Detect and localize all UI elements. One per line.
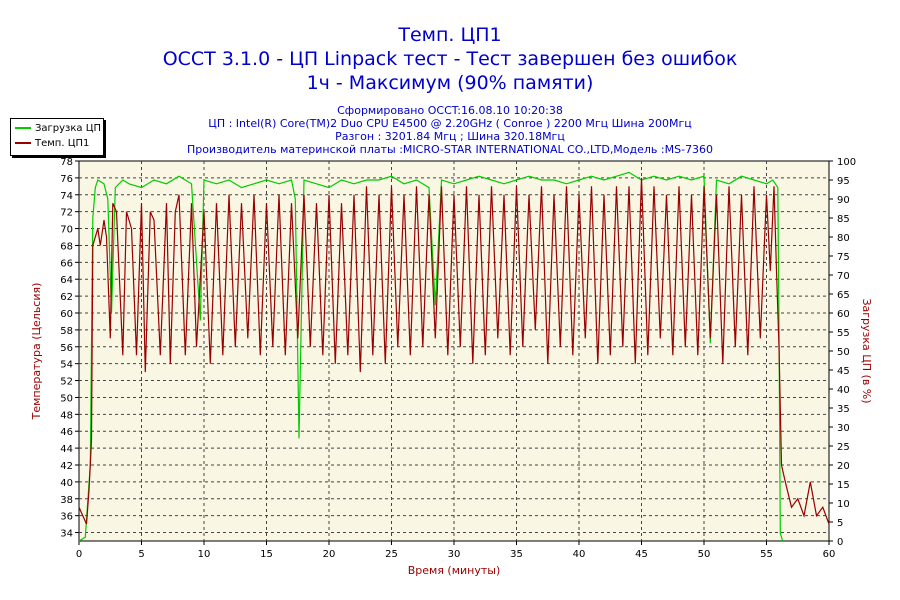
y-axis-label: Температура (Цельсия) (30, 283, 43, 421)
y-tick-label: 74 (60, 191, 73, 202)
x-tick-label: 45 (635, 549, 648, 560)
x-tick-label: 55 (760, 549, 773, 560)
y2-tick-label: 85 (837, 214, 850, 225)
y-tick-label: 60 (60, 309, 73, 320)
y-tick-label: 70 (60, 225, 73, 236)
legend: Загрузка ЦП Темп. ЦП1 (10, 118, 104, 156)
y2-tick-label: 90 (837, 195, 850, 206)
info-overclock: Разгон : 3201.84 Mгц ; Шина 320.18Mгц (335, 130, 565, 143)
y-tick-label: 58 (60, 326, 73, 337)
legend-swatch-temp (15, 142, 31, 144)
y2-tick-label: 45 (837, 366, 850, 377)
chart-subtitle-1: OCCT 3.1.0 - ЦП Linpack тест - Тест заве… (162, 48, 738, 70)
y2-tick-label: 60 (837, 309, 850, 320)
y2-tick-label: 65 (837, 290, 850, 301)
y-tick-label: 42 (60, 461, 73, 472)
y-tick-label: 64 (60, 275, 73, 286)
y-tick-label: 44 (60, 444, 73, 455)
y-tick-label: 50 (60, 393, 73, 404)
x-tick-label: 50 (698, 549, 711, 560)
y-tick-label: 34 (60, 529, 73, 540)
legend-label-load: Загрузка ЦП (35, 123, 102, 134)
series-line-temp (78, 177, 830, 525)
legend-item-load: Загрузка ЦП (15, 122, 101, 136)
y2-tick-label: 20 (837, 461, 850, 472)
y2-tick-label: 35 (837, 404, 850, 415)
legend-label-temp: Темп. ЦП1 (35, 138, 90, 149)
y-tick-label: 52 (60, 377, 73, 388)
x-tick-label: 20 (323, 549, 336, 560)
y2-tick-label: 100 (837, 157, 856, 168)
x-tick-label: 60 (823, 549, 836, 560)
series-line-load (78, 171, 784, 542)
x-tick-label: 40 (573, 549, 586, 560)
y-tick-label: 66 (60, 258, 73, 269)
x-tick-label: 5 (138, 549, 144, 560)
info-cpu: ЦП : Intel(R) Core(TM)2 Duo CPU E4500 @ … (208, 117, 692, 130)
y2-tick-label: 50 (837, 347, 850, 358)
chart-title: Темп. ЦП1 (398, 24, 502, 46)
axis-ticks: 0 5 10 15 20 25 30 35 40 45 50 55 603436384042444648… (60, 157, 856, 560)
y-tick-label: 76 (60, 174, 73, 185)
y-tick-label: 68 (60, 241, 73, 252)
legend-item-temp: Темп. ЦП1 (15, 137, 89, 151)
series-lines (78, 171, 830, 542)
x-tick-label: 15 (260, 549, 273, 560)
info-generated: Сформировано OCCT:16.08.10 10:20:38 (337, 104, 563, 117)
y2-tick-label: 15 (837, 480, 850, 491)
info-motherboard: Производитель материнской платы :MICRO-S… (186, 143, 714, 156)
chart-subtitle-2: 1ч - Максимум (90% памяти) (306, 72, 594, 94)
y2-tick-label: 0 (837, 537, 843, 548)
y2-tick-label: 30 (837, 423, 850, 434)
x-tick-label: 35 (510, 549, 523, 560)
y2-tick-label: 70 (837, 271, 850, 282)
x-tick-label: 30 (448, 549, 461, 560)
y-tick-label: 48 (60, 410, 73, 421)
y2-tick-label: 5 (837, 518, 843, 529)
x-tick-label: 25 (385, 549, 398, 560)
y2-tick-label: 55 (837, 328, 850, 339)
y-tick-label: 62 (60, 292, 73, 303)
y2-tick-label: 40 (837, 385, 850, 396)
y-tick-label: 40 (60, 478, 73, 489)
y2-tick-label: 10 (837, 499, 850, 510)
x-tick-label: 10 (198, 549, 211, 560)
y-tick-label: 46 (60, 427, 73, 438)
y-tick-label: 56 (60, 343, 73, 354)
x-axis-label: Время (минуты) (408, 564, 501, 577)
y-tick-label: 54 (60, 360, 73, 371)
y-tick-label: 72 (60, 208, 73, 219)
y2-tick-label: 95 (837, 176, 850, 187)
y-tick-label: 38 (60, 495, 73, 506)
y2-tick-label: 75 (837, 252, 850, 263)
y2-tick-label: 80 (837, 233, 850, 244)
y2-tick-label: 25 (837, 442, 850, 453)
y2-axis-label: Загрузка ЦП (в %) (860, 298, 873, 403)
legend-swatch-load (15, 127, 31, 129)
y-tick-label: 36 (60, 512, 73, 523)
x-tick-label: 0 (76, 549, 82, 560)
y-tick-label: 78 (60, 157, 73, 168)
